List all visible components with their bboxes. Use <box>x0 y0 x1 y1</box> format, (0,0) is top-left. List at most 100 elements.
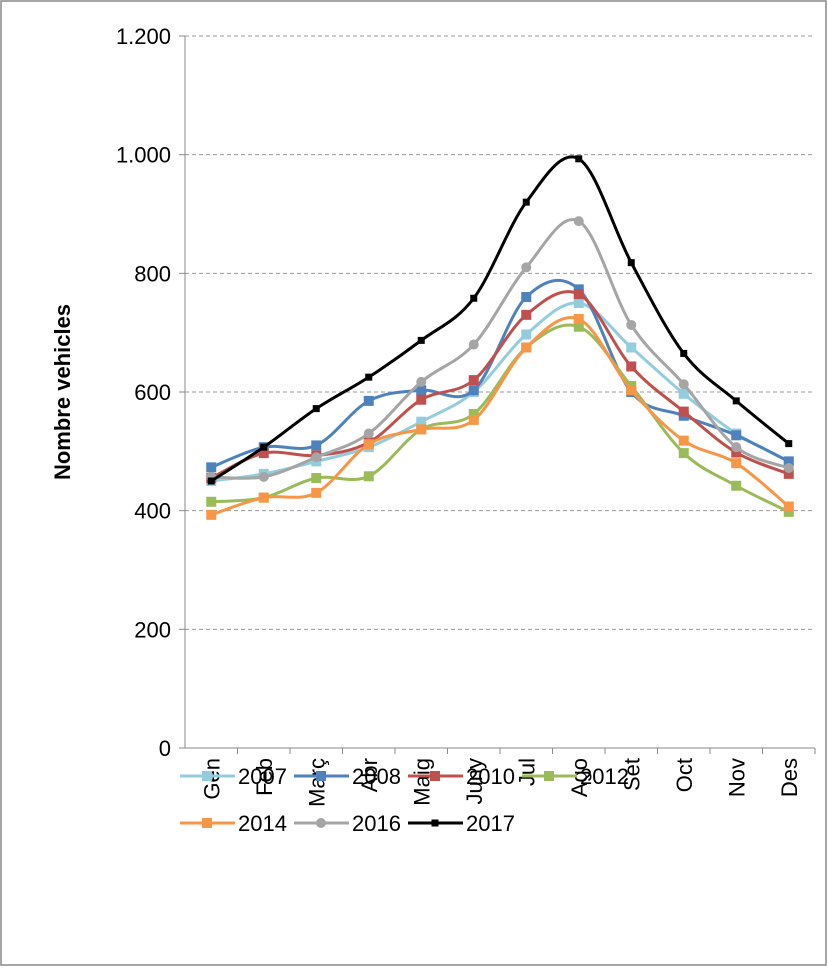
data-point <box>416 394 427 405</box>
data-point <box>521 342 532 353</box>
data-point <box>416 416 427 427</box>
data-point <box>206 496 217 507</box>
data-point <box>783 462 794 473</box>
data-point <box>258 492 269 503</box>
data-point <box>416 424 427 435</box>
legend-marker <box>316 771 326 781</box>
data-point <box>731 480 742 491</box>
y-tick-label: 0 <box>159 736 171 761</box>
data-point <box>468 408 479 419</box>
y-tick-label: 1.000 <box>116 143 171 168</box>
x-tick-label: Maig <box>409 758 434 806</box>
x-tick-label: Jul <box>514 758 539 786</box>
data-point <box>626 385 637 396</box>
data-point <box>470 294 478 302</box>
x-tick-label: Oct <box>672 758 697 792</box>
data-point <box>521 329 532 340</box>
data-point <box>363 471 374 482</box>
data-point <box>626 319 637 330</box>
legend-marker <box>202 771 212 781</box>
data-point <box>626 361 637 372</box>
data-point <box>260 443 268 451</box>
legend-marker <box>316 818 326 828</box>
legend-marker <box>202 818 212 828</box>
data-point <box>522 198 530 206</box>
data-point <box>258 448 269 459</box>
data-point <box>678 406 689 417</box>
data-point <box>311 487 322 498</box>
data-point <box>731 430 742 441</box>
data-point <box>521 292 532 303</box>
data-point <box>468 375 479 386</box>
data-point <box>206 509 217 520</box>
data-point <box>363 428 374 439</box>
y-axis-title: Nombre vehicles <box>50 304 75 480</box>
x-tick-label: Abr <box>357 758 382 792</box>
x-tick-label: Des <box>777 758 802 797</box>
data-point <box>785 440 793 448</box>
data-point <box>573 321 584 332</box>
legend-marker <box>431 819 439 827</box>
data-point <box>363 395 374 406</box>
x-tick-label: Ago <box>567 758 592 797</box>
data-point <box>731 458 742 469</box>
x-tick-label: Març <box>304 758 329 807</box>
legend-label: 2016 <box>352 811 401 836</box>
data-point <box>312 405 320 413</box>
x-tick-label: Juny <box>462 758 487 804</box>
data-point <box>732 397 740 405</box>
legend-marker <box>544 771 554 781</box>
data-point <box>416 376 427 387</box>
legend-label: 2014 <box>238 811 287 836</box>
data-point <box>521 309 532 320</box>
x-tick-label: Feb <box>252 758 277 796</box>
x-tick-label: Nov <box>724 758 749 797</box>
data-point <box>575 155 583 163</box>
y-tick-label: 200 <box>134 617 171 642</box>
data-point <box>468 385 479 396</box>
data-point <box>678 435 689 446</box>
x-tick-label: Set <box>619 758 644 791</box>
data-point <box>206 462 217 473</box>
legend-marker <box>430 771 440 781</box>
data-point <box>468 414 479 425</box>
y-tick-label: 1.200 <box>116 24 171 49</box>
y-tick-label: 600 <box>134 380 171 405</box>
data-point <box>311 440 322 451</box>
data-point <box>783 468 794 479</box>
data-point <box>731 442 742 453</box>
data-point <box>573 298 584 308</box>
data-point <box>311 473 322 484</box>
data-point <box>573 216 584 227</box>
data-point <box>783 501 794 512</box>
data-point <box>417 336 425 344</box>
data-point <box>783 506 794 517</box>
data-point <box>416 385 427 396</box>
data-point <box>468 339 479 350</box>
data-point <box>678 388 689 399</box>
legend-label: 2007 <box>238 764 287 789</box>
data-point <box>627 259 635 267</box>
data-point <box>573 314 584 325</box>
data-point <box>258 471 269 482</box>
data-point <box>680 349 688 357</box>
legend-label: 2012 <box>580 764 629 789</box>
data-point <box>311 452 322 463</box>
data-point <box>783 456 794 467</box>
legend-label: 2008 <box>352 764 401 789</box>
data-point <box>207 477 215 485</box>
y-tick-label: 400 <box>134 499 171 524</box>
legend-label: 2017 <box>466 811 515 836</box>
data-point <box>521 262 532 273</box>
data-point <box>731 447 742 458</box>
data-point <box>573 289 584 300</box>
data-point <box>363 439 374 450</box>
data-point <box>678 448 689 459</box>
data-point <box>626 342 637 353</box>
data-point <box>365 373 373 381</box>
y-tick-label: 800 <box>134 261 171 286</box>
data-point <box>678 379 689 390</box>
legend-label: 2010 <box>466 764 515 789</box>
